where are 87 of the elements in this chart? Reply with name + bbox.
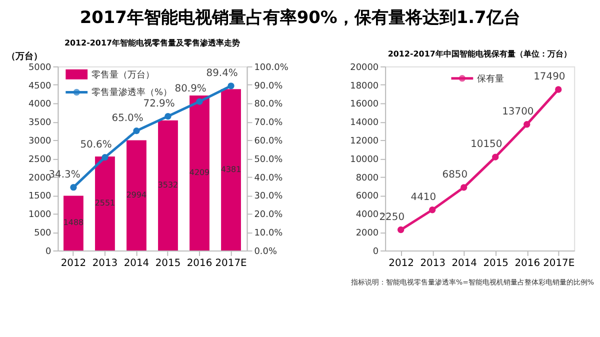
legend-label: 保有量: [477, 73, 504, 84]
y2-tick-label: 0.0%: [254, 246, 277, 257]
point: [429, 206, 436, 214]
x-tick-label: 2012: [388, 258, 414, 269]
y2-tick-label: 60.0%: [254, 136, 283, 147]
y-tick-label: 2000: [28, 173, 52, 184]
y-tick-label: 3000: [28, 136, 52, 147]
y-tick-label: 2500: [28, 154, 52, 165]
point: [492, 154, 499, 160]
y-tick-label: 1000: [28, 210, 52, 220]
point: [397, 226, 404, 234]
data-label: 1488: [63, 218, 84, 228]
point: [228, 82, 234, 90]
data-label: 2994: [126, 190, 147, 200]
data-label: 50.6%: [80, 139, 112, 150]
bar: [158, 120, 178, 250]
x-tick-label: 2017E: [543, 258, 575, 269]
data-label: 4209: [189, 168, 210, 177]
y-tick-label: 6000: [356, 192, 379, 202]
bar: [95, 156, 115, 250]
y-tick-label: 5000: [28, 62, 52, 73]
y-tick-label: 14000: [350, 118, 379, 128]
legend-label: 零售量渗透率（%）: [92, 87, 172, 98]
point: [133, 127, 140, 134]
bar: [190, 96, 210, 250]
y-axis-title: （万台）: [6, 50, 42, 62]
y2-tick-label: 20.0%: [254, 210, 283, 220]
x-tick-label: 2014: [124, 258, 150, 269]
x-tick-label: 2013: [420, 258, 446, 269]
x-tick-label: 2013: [92, 258, 118, 269]
y-tick-label: 0: [372, 246, 379, 257]
data-label: 4381: [220, 164, 242, 174]
y-tick-label: 2000: [356, 228, 379, 239]
point: [70, 184, 77, 191]
y-tick-label: 16000: [350, 100, 379, 110]
chart-subtitle: 2012-2017年智能电视零售量及零售渗透率走势: [64, 37, 240, 48]
data-label: 4410: [410, 192, 436, 203]
x-tick-label: 2016: [514, 258, 540, 269]
point: [164, 112, 172, 120]
point: [555, 86, 562, 93]
y-tick-label: 10000: [350, 154, 379, 165]
data-label: 17490: [534, 72, 566, 83]
point: [524, 121, 530, 128]
data-label: 10150: [470, 139, 502, 150]
x-tick-label: 2015: [483, 258, 509, 269]
y-tick-label: 4500: [28, 81, 52, 92]
chart-title: 2012-2017年中国智能电视保有量（单位：万台）: [388, 49, 572, 58]
data-label: 89.4%: [206, 68, 238, 79]
y-tick-label: 8000: [356, 173, 379, 184]
y-tick-label: 3500: [28, 118, 52, 128]
data-label: 13700: [502, 106, 534, 118]
point: [102, 154, 108, 161]
bar: [126, 140, 146, 250]
y2-tick-label: 50.0%: [254, 154, 283, 165]
y-tick-label: 4000: [28, 100, 52, 110]
y2-tick-label: 30.0%: [254, 192, 283, 202]
text: 2017年智能电视销量占有率90%，保有量将达到1.7亿台: [80, 7, 520, 28]
legend-label: 零售量（万台）: [92, 69, 155, 80]
y-tick-label: 4000: [356, 210, 379, 220]
data-label: 65.0%: [112, 112, 144, 124]
y2-tick-label: 40.0%: [254, 173, 283, 184]
data-label: 2250: [379, 212, 405, 223]
data-label: 72.9%: [143, 98, 175, 110]
x-tick-label: 2014: [452, 258, 477, 269]
y2-tick-label: 80.0%: [254, 100, 283, 110]
data-label: 3532: [158, 180, 178, 190]
point: [196, 98, 203, 105]
y2-tick-label: 100.0%: [254, 62, 288, 73]
x-tick-label: 2016: [186, 258, 212, 269]
y-tick-label: 20000: [350, 62, 379, 73]
x-tick-label: 2015: [155, 258, 181, 269]
y-tick-label: 1500: [28, 192, 52, 202]
data-label: 80.9%: [174, 84, 206, 95]
bar: [221, 89, 241, 250]
y2-tick-label: 70.0%: [254, 118, 283, 128]
y-tick-label: 500: [34, 228, 52, 239]
x-tick-label: 2012: [60, 258, 86, 269]
y2-tick-label: 10.0%: [254, 228, 283, 239]
y-tick-label: 0: [46, 246, 52, 257]
y-tick-label: 18000: [350, 81, 379, 92]
y-tick-label: 12000: [350, 136, 379, 147]
point: [460, 184, 468, 191]
bar: [64, 196, 84, 250]
data-label: 6850: [442, 169, 468, 180]
y2-tick-label: 90.0%: [254, 81, 283, 92]
data-label: 2551: [94, 198, 116, 208]
x-tick-label: 2017E: [215, 258, 247, 269]
